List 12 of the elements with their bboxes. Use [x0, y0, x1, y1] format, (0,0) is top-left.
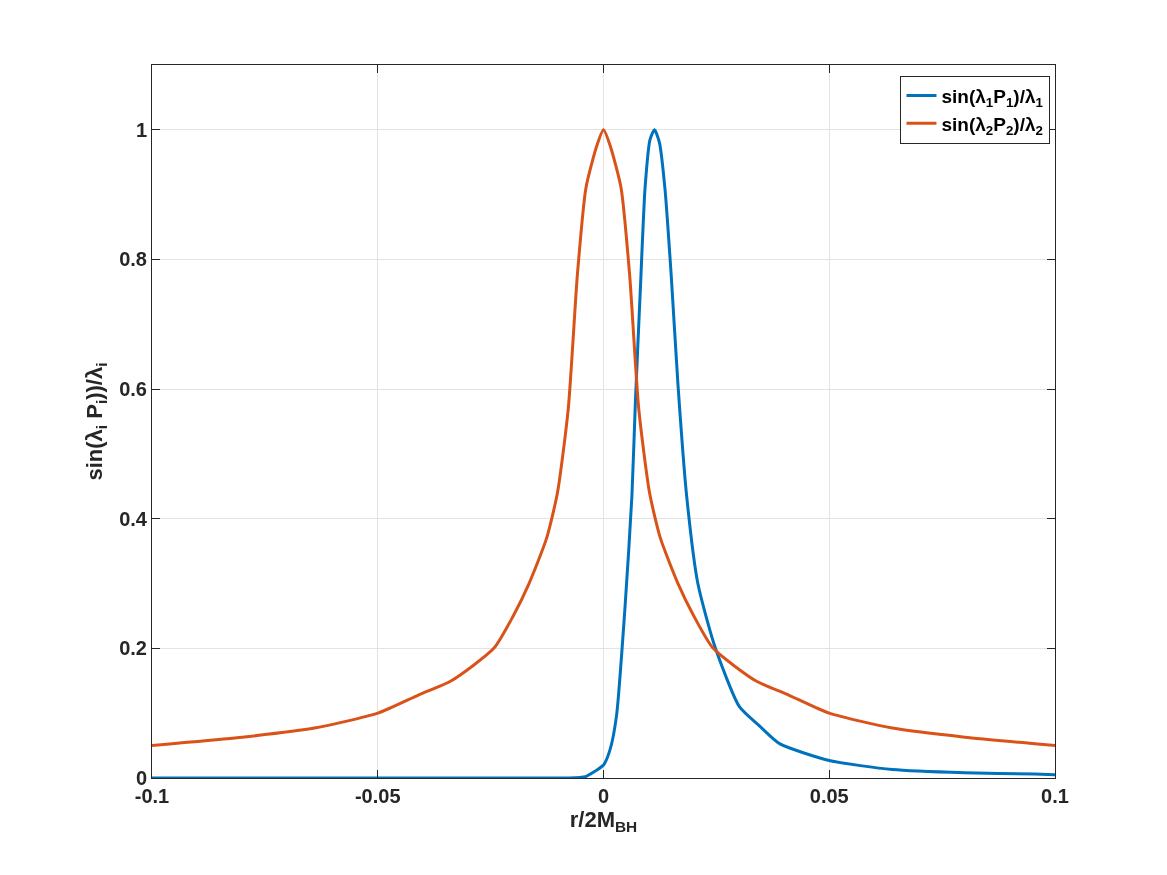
x-tick-label: -0.05 — [354, 785, 401, 807]
y-tick-label: 0.8 — [119, 248, 147, 271]
x-tick-label: 0.1 — [1041, 785, 1069, 807]
legend-label: sin(λ$_{1}$P$_{1}$)/λ$_{1}$ — [941, 85, 1044, 110]
legend-label: sin(λ$_{2}$P$_{2}$)/λ$_{2}$ — [941, 113, 1043, 138]
y-tick-label: 0.6 — [119, 378, 147, 401]
y-tick-label: 0.4 — [119, 507, 148, 530]
y-tick-label: 1 — [135, 118, 147, 141]
x-axis-title: r/2M$_{BH}$ — [569, 807, 638, 835]
x-tick-label: 0.05 — [809, 785, 849, 807]
y-tick-label: 0.2 — [119, 637, 147, 660]
x-tick-label: 0 — [597, 785, 610, 807]
